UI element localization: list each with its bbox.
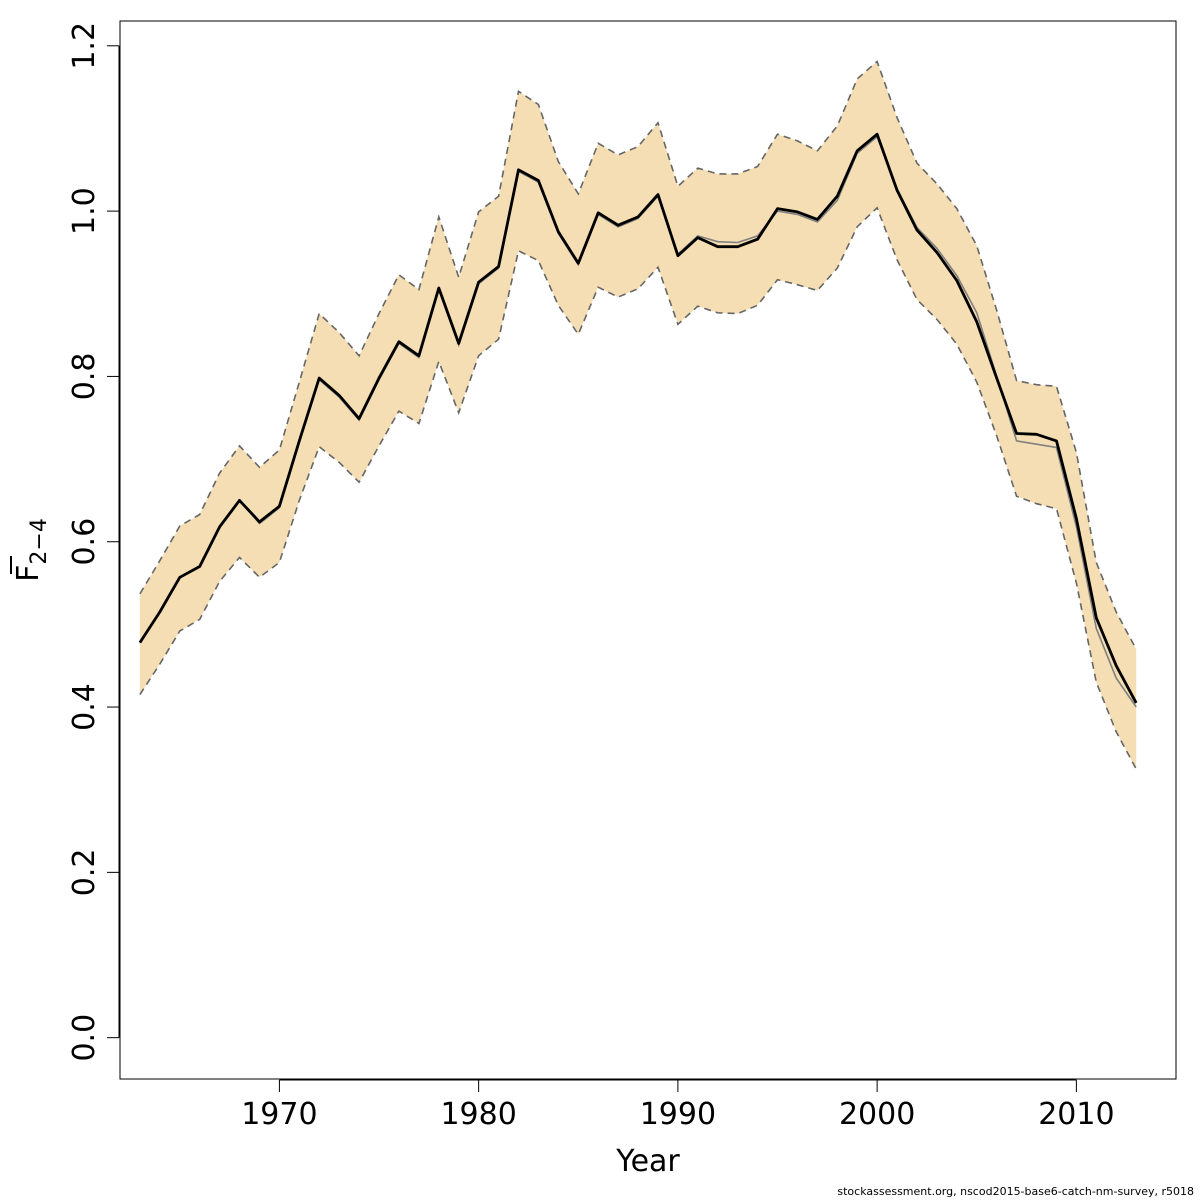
y-tick-label: 0.2 (67, 849, 102, 897)
y-tick-label: 0.4 (67, 683, 102, 731)
x-tick-label: 1980 (440, 1097, 516, 1132)
plot-frame (119, 20, 1177, 1080)
x-tick-label: 2010 (1038, 1097, 1114, 1132)
footer-credit: stockassessment.org, nscod2015-base6-cat… (837, 1185, 1194, 1198)
x-axis: 1970 1980 1990 2000 2010 (241, 1079, 1115, 1132)
estimate-line (138, 132, 1138, 704)
x-tick-label: 2000 (839, 1097, 915, 1132)
series-lines-layer (138, 60, 1138, 770)
y-tick-label: 0.8 (67, 353, 102, 401)
y-axis-title: F2−4 (10, 518, 52, 582)
x-tick-label: 1990 (640, 1097, 716, 1132)
y-tick-label: 1.0 (67, 187, 102, 235)
lower-ci-line (139, 206, 1137, 770)
y-tick-label: 0.6 (67, 518, 102, 566)
y-axis: 0.0 0.2 0.4 0.6 0.8 1.0 1.2 (67, 22, 120, 1062)
confidence-band (139, 61, 1137, 769)
x-tick-label: 1970 (241, 1097, 317, 1132)
y-tick-label: 0.0 (67, 1014, 102, 1062)
y-axis-title-subscript: 2−4 (27, 518, 52, 564)
y-tick-label: 1.2 (67, 22, 102, 70)
y-axis-title-main: F (11, 565, 46, 582)
svg-text:F2−4: F2−4 (11, 518, 52, 582)
x-axis-title: Year (615, 1144, 680, 1179)
confidence-band-layer (139, 61, 1137, 769)
